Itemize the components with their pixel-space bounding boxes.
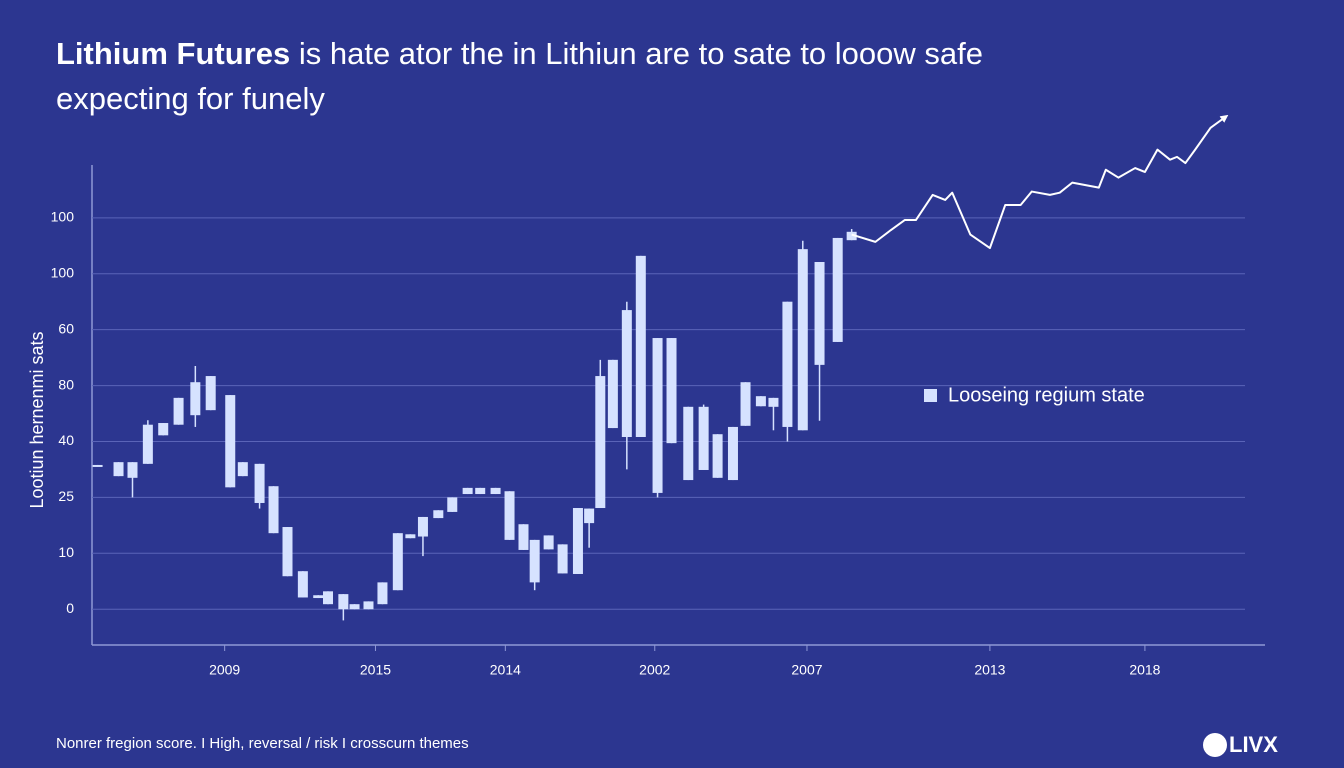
candle-body [814, 261, 825, 365]
candle-body [518, 524, 529, 550]
candle-body [584, 508, 595, 524]
candle-body [832, 237, 843, 342]
candle-body [712, 434, 723, 478]
y-tick-label: 40 [58, 432, 74, 448]
candle-body [475, 487, 486, 495]
candle-body [322, 591, 333, 605]
y-axis-label: Lootiun hernenmi sats [27, 331, 47, 508]
candle-body [595, 376, 606, 509]
candle-body [113, 462, 124, 477]
candle-body [447, 497, 458, 512]
x-tick-label: 2007 [791, 662, 822, 678]
candle-body [504, 491, 515, 540]
y-tick-label: 80 [58, 376, 74, 392]
candle-body [405, 534, 416, 539]
logo: LIVX [1229, 732, 1278, 757]
candle-body [768, 397, 779, 407]
candle-body [225, 395, 236, 488]
candle-body [698, 406, 709, 470]
y-tick-label: 0 [66, 600, 74, 616]
x-tick-label: 2002 [639, 662, 670, 678]
x-tick-label: 2015 [360, 662, 391, 678]
candle-body [392, 533, 403, 591]
y-tick-label: 10 [58, 544, 74, 560]
x-tick-label: 2013 [974, 662, 1005, 678]
candle-body [490, 487, 501, 495]
chart-title: Lithium Futures is hate ator the in Lith… [56, 36, 983, 71]
candle-body [557, 544, 568, 574]
candle-body [462, 487, 473, 495]
x-tick-label: 2018 [1129, 662, 1160, 678]
title-line: is hate ator the in Lithiun are to sate … [299, 36, 983, 71]
candle-body [543, 535, 554, 550]
candle-body [433, 510, 444, 519]
candle-body [297, 571, 308, 598]
candle-body [338, 594, 349, 610]
candle-body [782, 301, 793, 427]
candle-body [607, 359, 618, 429]
candle-body [572, 508, 583, 574]
candle-body [683, 406, 694, 481]
candle-body [190, 382, 201, 416]
candle-body [237, 462, 248, 477]
price-line [851, 114, 1229, 250]
candle-body [349, 604, 360, 610]
candle-body [173, 397, 184, 425]
candle-body [92, 464, 103, 467]
y-tick-label: 100 [51, 264, 75, 280]
candle-body [755, 396, 766, 407]
candle-body [621, 310, 632, 438]
candle-body [127, 462, 138, 478]
y-tick-label: 60 [58, 320, 74, 336]
footer: Nonrer fregion score. I High, reversal /… [56, 735, 469, 752]
candle-body [363, 601, 374, 610]
legend-label: Looseing regium state [948, 384, 1145, 406]
candle-body [377, 582, 388, 605]
candle-body [666, 338, 677, 444]
legend-swatch [924, 389, 937, 402]
candle-body [635, 255, 646, 438]
candle-body [846, 231, 857, 241]
candle-body [282, 527, 293, 577]
candle-body [529, 539, 540, 583]
logo-icon [1203, 733, 1227, 757]
candle-body [268, 486, 279, 534]
candle-body [417, 516, 428, 537]
title-bold: Lithium Futures [56, 36, 290, 71]
candle-body [727, 426, 738, 481]
candle-body [142, 424, 153, 464]
candle-body [205, 376, 216, 411]
candle-body [740, 382, 751, 426]
candle-body [158, 423, 169, 436]
candle-body [652, 338, 663, 493]
x-tick-label: 2014 [490, 662, 521, 678]
y-tick-label: 100 [51, 209, 75, 225]
x-tick-label: 2009 [209, 662, 240, 678]
candle-body [797, 249, 808, 431]
candle-body [254, 463, 265, 503]
y-tick-label: 25 [58, 488, 74, 504]
chart-title: expecting for funely [56, 81, 325, 116]
candle-body [313, 595, 324, 599]
